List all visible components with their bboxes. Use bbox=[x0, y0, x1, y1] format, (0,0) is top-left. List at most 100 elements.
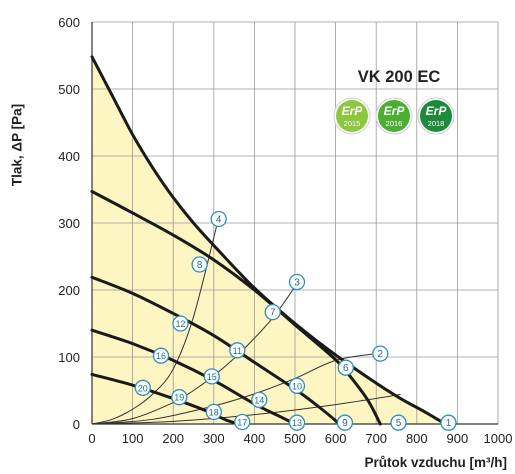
operating-area bbox=[92, 56, 446, 425]
operating-point: 5 bbox=[390, 414, 407, 431]
operating-point-label: 4 bbox=[216, 215, 222, 226]
operating-point: 20 bbox=[134, 379, 151, 396]
operating-point-marker bbox=[205, 403, 222, 421]
operating-point-label: 3 bbox=[294, 278, 300, 289]
system-curve bbox=[91, 220, 219, 425]
x-tick-label: 700 bbox=[365, 431, 387, 446]
operating-point-label: 16 bbox=[156, 351, 166, 361]
chart-title: VK 200 EC bbox=[357, 68, 441, 86]
operating-point: 12 bbox=[172, 315, 189, 332]
y-tick-label: 0 bbox=[73, 417, 80, 432]
x-tick-label: 900 bbox=[447, 431, 469, 446]
operating-point: 1 bbox=[440, 414, 457, 431]
operating-point-marker bbox=[372, 345, 389, 362]
operating-point-label: 6 bbox=[343, 363, 349, 374]
operating-point: 8 bbox=[191, 256, 208, 273]
x-tick-label: 800 bbox=[406, 431, 428, 446]
erp-badge-text: ErP bbox=[342, 104, 364, 118]
x-tick-label: 500 bbox=[284, 431, 306, 446]
operating-point-marker bbox=[234, 413, 251, 431]
operating-point-marker bbox=[288, 414, 306, 431]
operating-point-label: 19 bbox=[174, 393, 184, 403]
operating-point-label: 18 bbox=[209, 407, 219, 417]
operating-point: 18 bbox=[205, 403, 222, 421]
fan-curve bbox=[90, 55, 447, 426]
operating-point-marker bbox=[191, 256, 208, 273]
erp-badge-year: 2018 bbox=[428, 119, 445, 128]
operating-point-label: 5 bbox=[396, 418, 402, 429]
operating-point: 11 bbox=[229, 342, 246, 359]
operating-point-marker bbox=[440, 414, 457, 431]
erp-badge-year: 2015 bbox=[344, 119, 361, 128]
erp-badge-text: ErP bbox=[384, 104, 406, 118]
system-curve bbox=[91, 394, 401, 425]
operating-point-marker bbox=[288, 377, 306, 394]
operating-point-marker bbox=[172, 315, 189, 332]
y-axis-label-box: Tlak, ΔP [Pa] bbox=[2, 10, 32, 280]
operating-point: 3 bbox=[288, 273, 306, 291]
operating-point-label: 2 bbox=[378, 349, 384, 360]
erp-badge-2015: ErP 2015 bbox=[333, 97, 371, 135]
operating-point: 17 bbox=[234, 413, 251, 431]
y-tick-label: 300 bbox=[58, 216, 80, 231]
erp-badge-2016: ErP 2016 bbox=[375, 97, 413, 135]
operating-point: 6 bbox=[337, 359, 354, 376]
operating-point-label: 12 bbox=[175, 319, 185, 329]
operating-point-label: 17 bbox=[237, 418, 247, 428]
operating-point-marker bbox=[288, 273, 306, 291]
operating-point-label: 8 bbox=[197, 260, 203, 271]
x-tick-label: 600 bbox=[325, 431, 347, 446]
operating-point: 14 bbox=[251, 391, 268, 409]
operating-point: 7 bbox=[264, 303, 281, 321]
operating-point-marker bbox=[336, 414, 354, 431]
y-tick-label: 100 bbox=[58, 350, 80, 365]
y-tick-label: 400 bbox=[58, 149, 80, 164]
operating-point-marker bbox=[152, 347, 170, 364]
operating-point-label: 13 bbox=[292, 418, 302, 428]
operating-point-marker bbox=[390, 414, 407, 431]
operating-point: 9 bbox=[336, 414, 354, 431]
operating-point: 4 bbox=[210, 210, 227, 228]
operating-point-label: 7 bbox=[270, 308, 276, 319]
x-tick-label: 100 bbox=[122, 431, 144, 446]
operating-point: 10 bbox=[288, 377, 306, 394]
y-tick-label: 200 bbox=[58, 283, 80, 298]
operating-point-label: 1 bbox=[446, 418, 452, 429]
operating-point: 13 bbox=[288, 414, 306, 431]
fan-curve bbox=[90, 372, 242, 426]
operating-point: 2 bbox=[372, 345, 389, 362]
operating-point-marker bbox=[264, 303, 281, 321]
operating-point: 16 bbox=[152, 347, 170, 364]
operating-point-label: 10 bbox=[292, 381, 302, 391]
x-tick-label: 1000 bbox=[484, 431, 513, 446]
x-axis-label: Průtok vzduchu [m³/h] bbox=[364, 455, 508, 470]
operating-area-fill bbox=[92, 56, 446, 425]
erp-badge-2018: ErP 2018 bbox=[417, 97, 455, 135]
operating-point-label: 15 bbox=[207, 372, 217, 382]
operating-point-marker bbox=[229, 342, 246, 359]
y-axis-label: Tlak, ΔP [Pa] bbox=[9, 103, 25, 187]
operating-point-marker bbox=[210, 210, 227, 228]
tick-labels: 0 100 200 300 400 500 600 700 800 900 1000 0 100 200 3… bbox=[58, 15, 512, 446]
operating-point-marker bbox=[337, 359, 354, 376]
erp-badge-text: ErP bbox=[426, 104, 448, 118]
erp-badge-year: 2016 bbox=[386, 119, 403, 128]
operating-point: 19 bbox=[171, 389, 188, 406]
operating-point-marker bbox=[251, 391, 268, 409]
x-tick-label: 300 bbox=[203, 431, 225, 446]
operating-point-label: 11 bbox=[233, 346, 242, 356]
operating-point-label: 9 bbox=[342, 418, 348, 429]
operating-point-label: 14 bbox=[254, 395, 264, 405]
x-tick-label: 0 bbox=[88, 431, 95, 446]
x-tick-label: 200 bbox=[162, 431, 184, 446]
y-tick-label: 600 bbox=[58, 15, 80, 30]
operating-point-marker bbox=[203, 368, 220, 385]
operating-point-marker bbox=[134, 379, 151, 396]
erp-badges: ErP 2015 ErP 2016 ErP 2018 bbox=[333, 97, 455, 135]
x-tick-label: 400 bbox=[244, 431, 266, 446]
operating-point: 15 bbox=[203, 368, 220, 385]
y-tick-label: 500 bbox=[58, 82, 80, 97]
operating-point-label: 20 bbox=[138, 383, 148, 393]
